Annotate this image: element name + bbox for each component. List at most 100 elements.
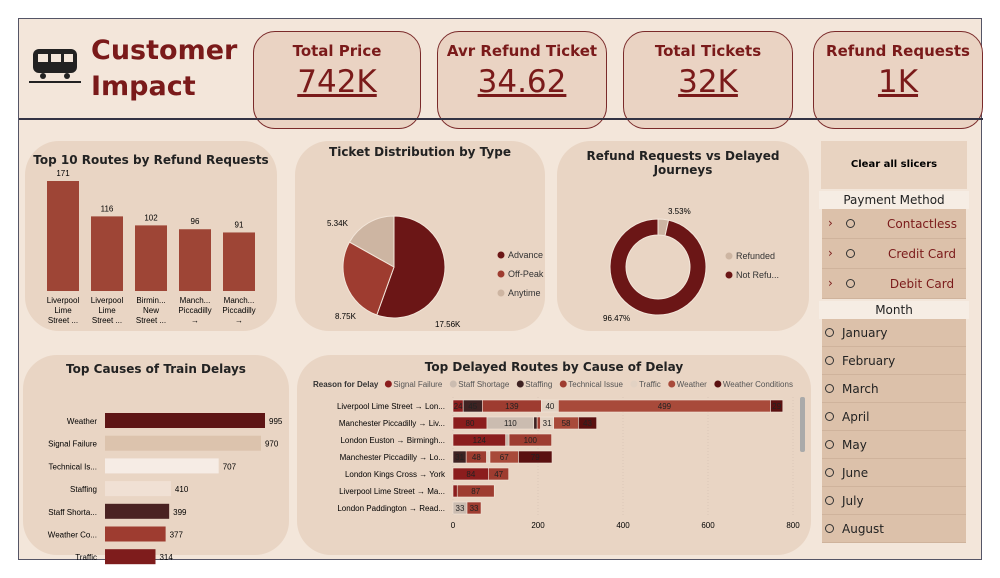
option-label: Contactless [887, 217, 957, 231]
data-label: 399 [173, 508, 187, 517]
x-tick-label: 800 [786, 521, 800, 530]
bar [47, 181, 79, 291]
tick-label: Lime [54, 306, 72, 315]
data-label: 58 [562, 419, 571, 428]
radio-icon[interactable] [825, 328, 834, 337]
radio-icon[interactable] [825, 356, 834, 365]
month-option[interactable]: January [822, 319, 966, 347]
legend-marker [714, 380, 722, 388]
top-routes-card: Top 10 Routes by Refund Requests 171 Live… [25, 141, 277, 331]
x-tick-label: 200 [531, 521, 545, 530]
data-label: 5.34K [327, 219, 349, 228]
payment-option[interactable]: › Contactless [822, 209, 966, 239]
legend-label: Weather [677, 380, 707, 389]
payment-option[interactable]: › Credit Card [822, 239, 966, 269]
delayed-routes-chart: Reason for Delay Signal Failure Staff Shor… [313, 380, 805, 530]
refund-vs-delayed-card: Refund Requests vs Delayed Journeys 3.53… [557, 141, 809, 331]
data-label: 96.47% [603, 314, 630, 323]
bar [105, 481, 171, 497]
data-label: 31 [543, 419, 552, 428]
chart-title: Top 10 Routes by Refund Requests [33, 153, 269, 167]
tick-label: Street ... [92, 316, 122, 325]
radio-icon[interactable] [825, 384, 834, 393]
radio-icon[interactable] [825, 524, 834, 533]
chevron-right-icon[interactable]: › [828, 276, 833, 290]
tick-label: Lime [98, 306, 116, 315]
data-label: 43 [583, 419, 592, 428]
data-label: 67 [500, 453, 509, 462]
month-option[interactable]: August [822, 515, 966, 543]
bar-segment [466, 501, 482, 515]
option-label: May [842, 438, 867, 452]
chart-title: Top Delayed Routes by Cause of Delay [424, 360, 684, 374]
legend-label: Traffic [639, 380, 661, 389]
kpi-avr-refund-ticket: Avr Refund Ticket 34.62 [437, 31, 607, 129]
data-label: 48 [472, 453, 481, 462]
option-label: April [842, 410, 870, 424]
legend-marker [516, 380, 524, 388]
x-tick-label: 0 [451, 521, 456, 530]
tick-label: Piccadilly [178, 306, 211, 315]
legend-marker [449, 380, 457, 388]
radio-icon[interactable] [846, 279, 855, 288]
data-label: 47 [494, 470, 503, 479]
legend-label: Weather Conditions [723, 380, 793, 389]
radio-icon[interactable] [825, 468, 834, 477]
bar [91, 216, 123, 291]
data-label: 100 [524, 436, 538, 445]
data-label: 3.53% [668, 207, 691, 216]
legend-marker [559, 380, 567, 388]
radio-icon[interactable] [825, 412, 834, 421]
legend-marker [725, 271, 733, 279]
data-label: 171 [56, 169, 70, 178]
option-label: July [842, 494, 864, 508]
month-option[interactable]: May [822, 431, 966, 459]
option-label: February [842, 354, 896, 368]
radio-icon[interactable] [846, 219, 855, 228]
radio-icon[interactable] [825, 440, 834, 449]
divider [19, 118, 983, 120]
month-option[interactable]: March [822, 375, 966, 403]
tick-label: Street ... [48, 316, 78, 325]
chevron-right-icon[interactable]: › [828, 216, 833, 230]
radio-icon[interactable] [846, 249, 855, 258]
tick-label: Manch... [224, 296, 255, 305]
category-label: London Kings Cross → York [345, 470, 446, 479]
dashboard: Customer Impact Total Price 742K Avr Refun… [18, 18, 983, 565]
clear-all-slicers-button[interactable]: Clear all slicers [821, 141, 967, 189]
chart-title: Refund Requests vs Delayed Journeys [586, 149, 780, 177]
legend-marker [668, 380, 676, 388]
slicer-panel: Clear all slicers Payment Method › Contac… [819, 141, 969, 543]
month-option[interactable]: June [822, 459, 966, 487]
data-label: 102 [144, 213, 158, 222]
data-label: 410 [175, 485, 189, 494]
x-tick-label: 400 [616, 521, 630, 530]
legend-label: Refunded [736, 251, 775, 261]
tick-label: Liverpool [91, 296, 124, 305]
payment-method-header: Payment Method [819, 191, 969, 209]
bar-segment [452, 484, 458, 498]
radio-icon[interactable] [825, 496, 834, 505]
bar-segment [486, 450, 491, 464]
chevron-right-icon[interactable]: › [828, 246, 833, 260]
category-label: Manchester Piccadilly → Liv... [339, 419, 445, 428]
legend-marker [630, 380, 638, 388]
payment-option[interactable]: › Debit Card [822, 269, 966, 299]
option-label: March [842, 382, 879, 396]
data-label: 84 [466, 470, 475, 479]
data-label: 31 [455, 453, 464, 462]
scrollbar[interactable] [800, 397, 805, 452]
month-option[interactable]: April [822, 403, 966, 431]
legend-marker [725, 252, 733, 260]
delayed-routes-card: Top Delayed Routes by Cause of Delay Rea… [297, 355, 811, 555]
data-label: 124 [473, 436, 487, 445]
month-option[interactable]: February [822, 347, 966, 375]
bar [179, 229, 211, 291]
legend-marker [497, 251, 505, 259]
month-option[interactable]: July [822, 487, 966, 515]
train-icon [29, 49, 81, 83]
category-label: Manchester Piccadilly → Lo... [340, 453, 445, 462]
delay-causes-chart: Weather 995 Signal Failure 970 Technical Is.… [48, 413, 283, 565]
data-label: 80 [466, 419, 475, 428]
option-label: August [842, 522, 884, 536]
